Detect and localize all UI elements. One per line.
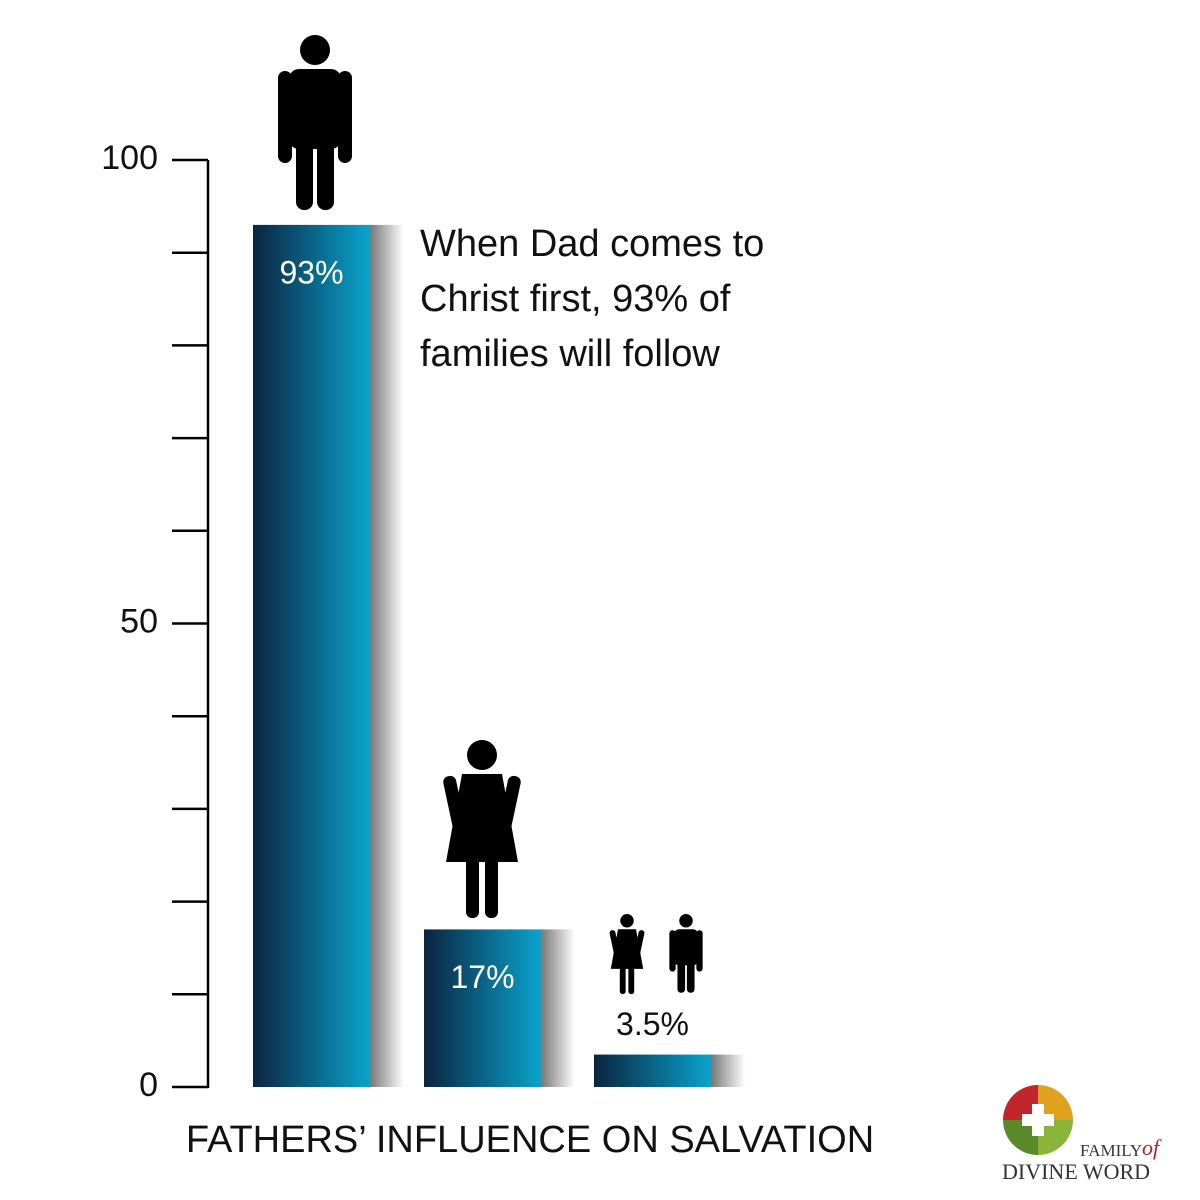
y-tick-label: 0 bbox=[139, 1066, 158, 1104]
woman-icon bbox=[443, 740, 521, 918]
logo-text: FAMILY bbox=[1080, 1141, 1142, 1160]
bar bbox=[253, 224, 370, 1087]
boy-icon bbox=[669, 914, 703, 993]
chart-title: FATHERS’ INFLUENCE ON SALVATION bbox=[186, 1119, 874, 1161]
logo-text: DIVINE WORD bbox=[1002, 1159, 1150, 1184]
logo: FAMILY of DIVINE WORD bbox=[1002, 1085, 1162, 1184]
bar-shadow bbox=[541, 929, 575, 1087]
value-label: 93% bbox=[279, 254, 343, 290]
bar-shadow bbox=[370, 224, 404, 1087]
logo-text: of bbox=[1142, 1135, 1162, 1160]
man-icon bbox=[278, 35, 352, 210]
annotation: When Dad comes to bbox=[420, 223, 764, 265]
annotation: families will follow bbox=[420, 333, 720, 375]
bar bbox=[594, 1054, 711, 1087]
bar bbox=[424, 929, 541, 1087]
value-label: 17% bbox=[450, 959, 514, 995]
girl-icon bbox=[609, 914, 645, 995]
value-label: 3.5% bbox=[616, 1006, 689, 1042]
bar-shadow bbox=[711, 1054, 745, 1087]
y-tick-label: 50 bbox=[120, 602, 158, 640]
annotation: Christ first, 93% of bbox=[420, 278, 731, 320]
y-tick-label: 100 bbox=[101, 139, 158, 177]
